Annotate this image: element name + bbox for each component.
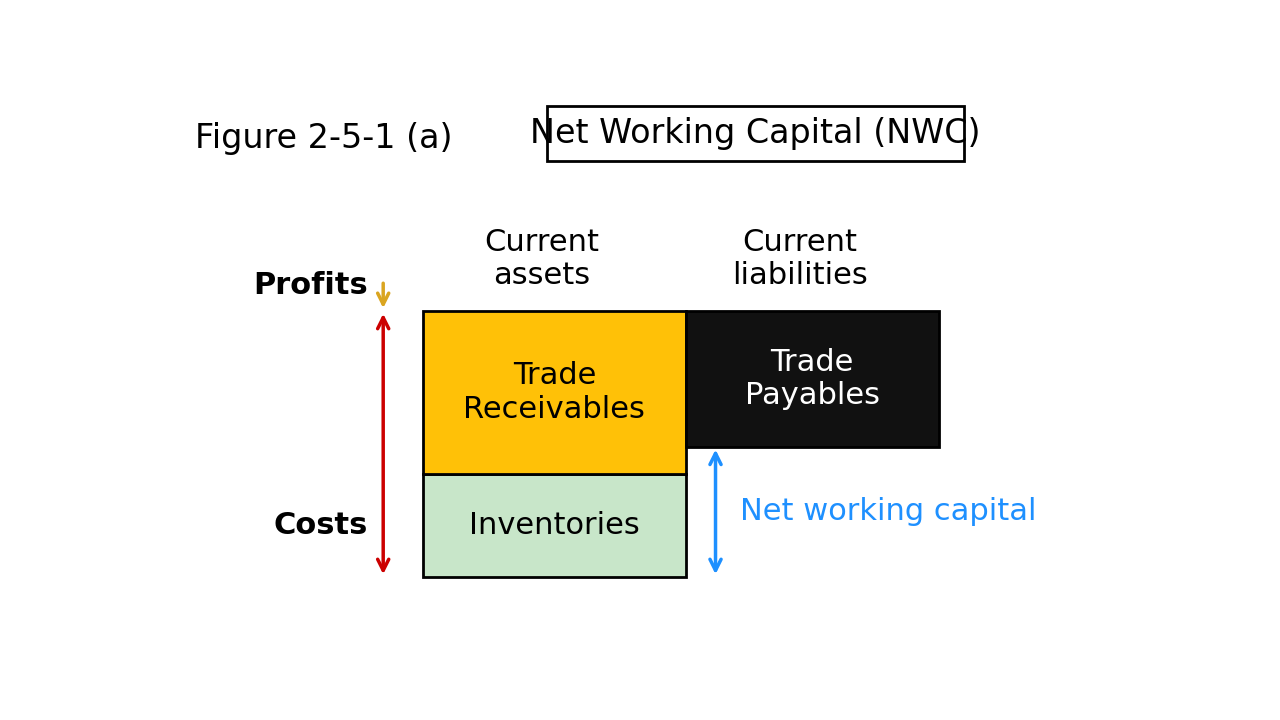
Text: Current
assets: Current assets: [484, 228, 599, 290]
Text: Net Working Capital (NWC): Net Working Capital (NWC): [530, 117, 980, 150]
Text: Trade
Receivables: Trade Receivables: [463, 361, 645, 424]
Text: Figure 2-5-1 (a): Figure 2-5-1 (a): [195, 122, 452, 156]
Bar: [422, 474, 686, 577]
Text: Trade
Payables: Trade Payables: [745, 348, 879, 410]
Text: Net working capital: Net working capital: [740, 498, 1037, 526]
Bar: [547, 106, 964, 161]
Bar: [686, 311, 938, 446]
Bar: [422, 311, 686, 474]
Text: Profits: Profits: [253, 271, 369, 300]
Text: Costs: Costs: [274, 511, 369, 540]
Text: Current
liabilities: Current liabilities: [732, 228, 868, 290]
Text: Inventories: Inventories: [468, 511, 640, 540]
